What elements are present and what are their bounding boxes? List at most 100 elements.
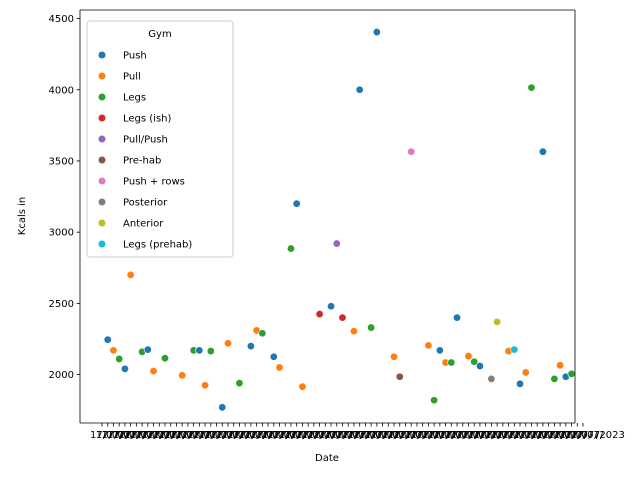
x-tick-label: 17/07/ (474, 430, 507, 441)
x-tick-label: 17/07/ (468, 430, 501, 441)
data-point (470, 357, 479, 366)
x-tick-label: 17/07/ (147, 430, 180, 441)
x-tick-label-band: 17/07/17/07/17/07/17/07/17/07/17/07/17/0… (90, 430, 604, 441)
data-point (315, 310, 324, 319)
data-point (538, 147, 547, 156)
legend-frame (86, 20, 234, 258)
x-tick-label: 17/07/ (101, 430, 134, 441)
x-axis-ticks (101, 423, 584, 427)
x-tick-label: 17/07/ (371, 430, 404, 441)
x-tick-label: 17/07/ (365, 430, 398, 441)
y-tick-label: 4000 (49, 85, 74, 96)
x-tick-label: 17/07/ (107, 430, 140, 441)
legend-marker (98, 93, 106, 101)
data-point (195, 346, 204, 355)
x-tick-label: 17/07/ (193, 430, 226, 441)
x-tick-label: 17/07/ (285, 430, 318, 441)
x-tick-label: 17/07/ (348, 430, 381, 441)
x-tick-label: 17/07/ (422, 430, 455, 441)
x-tick-label: 17/07/ (336, 430, 369, 441)
x-tick-label: 17/07/ (519, 430, 552, 441)
legend-label: Pre-hab (123, 156, 161, 167)
data-point (367, 323, 376, 332)
legend-label: Legs (ish) (123, 114, 172, 125)
legend-marker (98, 156, 106, 164)
data-point (567, 369, 576, 378)
x-tick-label: 17/07/ (290, 430, 323, 441)
x-tick-label: 17/07/ (571, 430, 604, 441)
legend-label: Push + rows (123, 177, 185, 188)
y-tick-label: 3000 (49, 228, 74, 239)
data-point (298, 382, 307, 391)
x-tick-label: 17/07/ (376, 430, 409, 441)
data-point (355, 85, 364, 94)
data-point (275, 363, 284, 372)
x-tick-label: 17/07/ (216, 430, 249, 441)
legend-marker (98, 114, 106, 122)
x-tick-label: 17/07/ (268, 430, 301, 441)
x-tick-label: 17/07/ (210, 430, 243, 441)
data-point (453, 313, 462, 322)
x-tick-label: 17/07/ (119, 430, 152, 441)
data-point (201, 381, 210, 390)
x-tick-label: 17/07/ (342, 430, 375, 441)
x-tick-label: 17/07/ (445, 430, 478, 441)
x-tick-label: 17/07/ (565, 430, 598, 441)
data-point (292, 199, 301, 208)
data-point (493, 317, 502, 326)
x-tick-label: 17/07/ (187, 430, 220, 441)
data-point (349, 327, 358, 336)
data-point (338, 313, 347, 322)
x-tick-label: 17/07/ (491, 430, 524, 441)
legend-marker (98, 72, 106, 80)
data-point (269, 352, 278, 361)
data-point (527, 83, 536, 92)
y-tick-label: 2500 (49, 299, 74, 310)
data-point (103, 335, 112, 344)
x-tick-label: 17/07/ (302, 430, 335, 441)
x-tick-label: 17/07/ (502, 430, 535, 441)
data-point (510, 345, 519, 354)
x-tick-label: 17/07/ (531, 430, 564, 441)
data-point (430, 396, 439, 405)
y-axis-ticks: 2000 2500 3000 3500 4000 4500 (49, 14, 80, 381)
data-point (149, 367, 158, 376)
legend-marker (98, 240, 106, 248)
legend-marker (98, 135, 106, 143)
data-point (258, 329, 267, 338)
axes-spines (79, 9, 576, 424)
data-point (395, 372, 404, 381)
x-tick-label: 17/07/ (279, 430, 312, 441)
x-tick-label: 17/07/ (153, 430, 186, 441)
x-tick-label: 17/07/ (542, 430, 575, 441)
data-point (435, 346, 444, 355)
x-tick-label-tail: /2023 (596, 430, 625, 441)
data-point (126, 270, 135, 279)
data-point (223, 339, 232, 348)
legend-label: Push (123, 51, 147, 62)
x-tick-label: 17/07/ (331, 430, 364, 441)
data-point (109, 346, 118, 355)
x-tick-label: 17/07/ (405, 430, 438, 441)
x-tick-label: 17/07/ (434, 430, 467, 441)
data-point (447, 358, 456, 367)
x-tick-label: 17/07/ (256, 430, 289, 441)
y-axis-title: Kcals in (17, 197, 28, 235)
data-point (550, 374, 559, 383)
x-tick-label: 17/07/ (199, 430, 232, 441)
legend-marker (98, 198, 106, 206)
x-tick-label: 17/07/ (142, 430, 175, 441)
x-tick-label: 17/07/ (227, 430, 260, 441)
legend-label: Legs (prehab) (123, 240, 192, 251)
legend-label: Pull/Push (123, 135, 168, 146)
data-point (143, 345, 152, 354)
data-point (115, 354, 124, 363)
legend-marker (98, 51, 106, 59)
x-tick-label: 17/07/ (485, 430, 518, 441)
x-tick-label: 17/07/ (560, 430, 593, 441)
x-tick-label: 17/07/ (170, 430, 203, 441)
x-tick-label: 17/07/ (554, 430, 587, 441)
x-tick-label: 17/07/ (537, 430, 570, 441)
x-tick-label: 17/07/ (113, 430, 146, 441)
x-tick-label: 17/07/ (233, 430, 266, 441)
